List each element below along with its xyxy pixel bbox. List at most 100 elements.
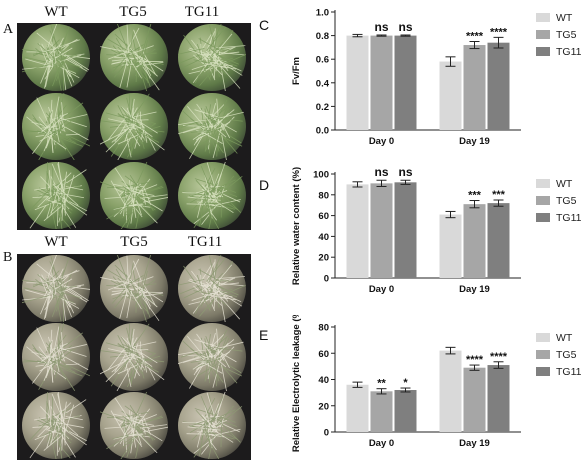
significance-mark: **** [490,351,508,363]
y-tick-label: 0.6 [316,55,329,66]
grass-strokes [182,392,243,460]
legend-label: TG5 [556,29,577,41]
legend-label: TG11 [556,366,582,378]
x-tick-label: Day 19 [459,136,490,147]
bar-tg11-day19 [487,365,510,432]
legend-swatch [536,350,550,359]
bar-tg5-day19 [463,45,486,130]
bar-tg11-day0 [394,390,417,432]
significance-mark: ns [374,165,388,179]
legend-label: TG5 [556,349,577,361]
significance-mark: **** [466,31,484,43]
legend-swatch [536,333,550,342]
plant-pot [22,92,90,161]
bar-tg11-day19 [487,203,510,278]
grass-strokes [22,23,90,92]
grass-strokes [29,392,88,460]
plant-photo-a [17,23,251,230]
bar-wt-day0 [346,184,369,278]
y-tick-label: 0.4 [316,78,330,89]
legend-swatch [536,30,550,39]
significance-mark: *** [468,190,482,202]
y-tick-label: 0 [324,428,329,439]
bar-tg5-day19 [463,204,486,278]
plant-pot [100,161,168,230]
bar-wt-day19 [439,61,462,131]
panel-letter-a: A [3,22,14,37]
plant-pot [22,254,90,322]
grass-strokes [22,254,90,322]
legend-swatch [536,196,550,205]
grass-strokes [178,98,245,161]
panel-letter: D [259,177,269,193]
bar-tg11-day19 [487,42,510,130]
legend-swatch [536,179,550,188]
x-tick-label: Day 0 [369,136,394,147]
y-tick-label: 0 [324,274,329,285]
bar-wt-day0 [346,384,369,432]
chart-e: E Relative Electrolytic leakage (%) 0 20 40 6… [259,315,582,452]
grass-strokes [100,93,165,161]
x-tick-label: Day 19 [459,438,490,449]
significance-mark: **** [490,26,508,38]
plant-pot [178,392,246,460]
chart-d: D Relative water content (%) 0 20 40 60 80 100 n… [259,165,582,295]
x-tick-label: Day 0 [369,438,394,449]
photo-b-label-tg11: TG11 [187,234,223,250]
legend-swatch [536,213,550,222]
grass-strokes [23,92,90,161]
significance-mark: * [403,377,408,389]
plant-pot [178,23,246,92]
plant-photo-b [17,254,251,460]
photo-a-label-wt: WT [44,4,68,20]
y-tick-label: 20 [318,253,329,264]
x-tick-label: Day 0 [369,284,394,295]
significance-mark: ** [377,378,386,390]
significance-mark: ns [398,20,412,34]
bar-tg11-day0 [394,35,417,130]
legend-label: TG11 [556,212,582,224]
photo-a-label-tg11: TG11 [184,4,220,20]
y-tick-label: 1.0 [316,8,329,19]
y-tick-label: 40 [318,232,329,243]
photo-b-label-wt: WT [44,234,68,250]
legend-label: TG5 [556,195,577,207]
grass-strokes [178,328,244,391]
legend-label: TG11 [556,46,582,58]
y-tick-label: 60 [318,211,329,222]
legend-label: WT [556,12,573,24]
y-axis-label: Relative Electrolytic leakage (%) [291,315,302,452]
chart-c: C Fv/Fm 0.0 0.2 0.4 0.6 0.8 1.0 ns ns Day 0 **** ***… [259,8,582,148]
y-axis-label: Fv/Fm [291,57,302,85]
y-tick-label: 20 [318,401,329,412]
bar-wt-day0 [346,35,369,130]
significance-mark: *** [492,189,506,201]
legend-swatch [536,367,550,376]
grass-strokes [182,161,243,230]
plant-pot [178,323,246,391]
grass-strokes [29,161,88,230]
bar-tg5-day0 [370,183,393,278]
legend-swatch [536,47,550,56]
grass-strokes [100,323,165,391]
significance-mark: ns [374,20,388,34]
plant-pot [100,392,168,460]
bar-wt-day19 [439,214,462,278]
grass-strokes [178,23,246,92]
y-tick-label: 60 [318,349,329,360]
panel-letter-b: B [3,250,13,265]
grass-strokes [178,254,246,322]
photo-b-label-tg5: TG5 [120,234,148,250]
plant-pot [178,92,246,161]
y-tick-label: 0.8 [316,31,329,42]
y-tick-label: 40 [318,375,329,386]
legend-swatch [536,13,550,22]
y-tick-label: 80 [318,190,329,201]
plant-pot [100,323,168,391]
grass-strokes [100,392,168,460]
panel-letter: C [259,17,269,33]
bar-tg11-day0 [394,182,417,278]
bar-tg5-day0 [370,35,393,130]
significance-mark: ns [398,165,412,179]
bar-tg5-day19 [463,367,486,432]
